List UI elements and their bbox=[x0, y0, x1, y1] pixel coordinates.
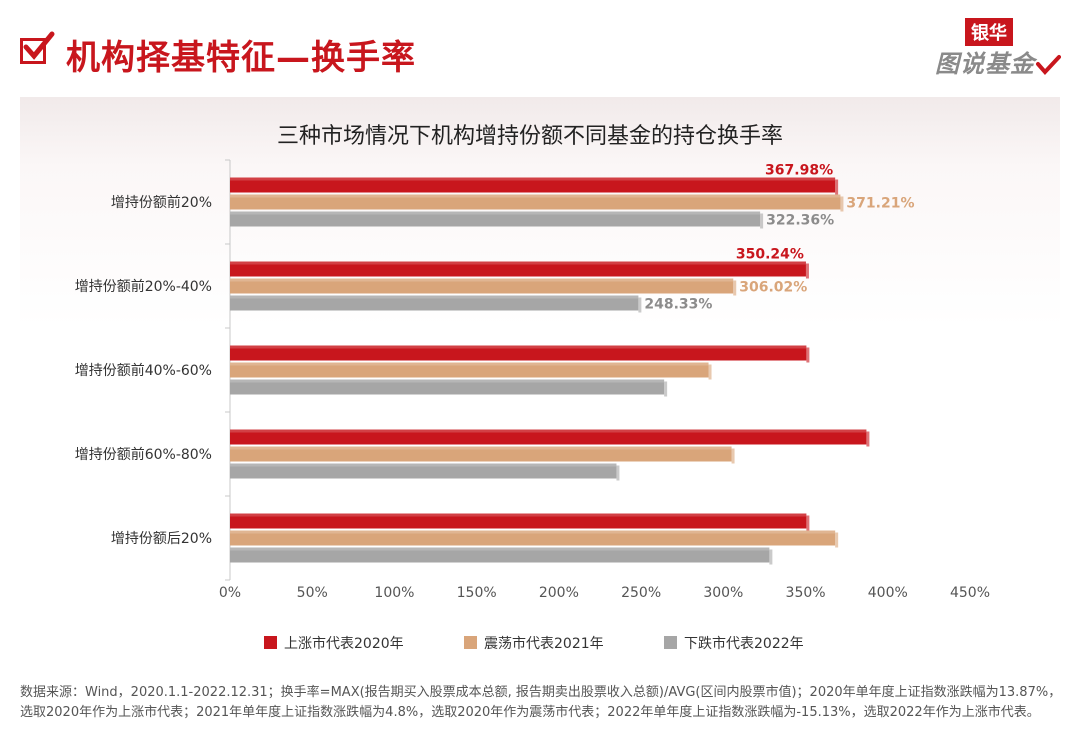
bar-highlight bbox=[230, 362, 709, 366]
legend-swatch bbox=[464, 636, 477, 649]
x-tick-label: 400% bbox=[868, 585, 908, 601]
bar-highlight bbox=[230, 513, 807, 517]
bar bbox=[230, 429, 867, 445]
data-label: 248.33% bbox=[644, 297, 712, 313]
bar-highlight bbox=[230, 278, 734, 282]
header: 机构择基特征—换手率 银华 图说基金 bbox=[0, 0, 1080, 96]
x-tick-label: 250% bbox=[621, 585, 661, 601]
x-tick-label: 0% bbox=[219, 585, 241, 601]
bar-edge bbox=[731, 448, 735, 464]
bar bbox=[230, 362, 709, 378]
bar bbox=[230, 345, 807, 361]
bar bbox=[230, 513, 807, 529]
bar-edge bbox=[733, 280, 737, 296]
category-label: 增持份额前20%-40% bbox=[75, 278, 212, 295]
x-tick-label: 150% bbox=[457, 585, 497, 601]
bar bbox=[230, 463, 617, 479]
x-tick-label: 350% bbox=[786, 585, 826, 601]
bar-chart: 0% 50% 100% 150% 200% 250% 300% 350% 400% 450% 增持份… bbox=[75, 159, 990, 652]
x-tick-label: 300% bbox=[703, 585, 743, 601]
bar-edge bbox=[708, 364, 712, 380]
category-label: 增持份额前40%-60% bbox=[75, 362, 212, 379]
footnote: 数据来源：Wind，2020.1.1-2022.12.31；换手率=MAX(报告… bbox=[20, 685, 1062, 720]
chart-title: 三种市场情况下机构增持份额不同基金的持仓换手率 bbox=[276, 124, 783, 149]
legend-swatch bbox=[664, 636, 677, 649]
bar bbox=[230, 530, 836, 546]
bar-highlight bbox=[230, 530, 836, 534]
bar-highlight bbox=[230, 547, 770, 551]
bar-highlight bbox=[230, 261, 806, 265]
check-icon bbox=[1036, 55, 1061, 75]
logo-top-text: 银华 bbox=[965, 18, 1013, 46]
category-label: 增持份额后20% bbox=[111, 531, 212, 547]
bar-highlight bbox=[230, 194, 841, 198]
data-label: 322.36% bbox=[766, 213, 834, 229]
bar bbox=[230, 177, 836, 193]
bar bbox=[230, 278, 734, 294]
bar-highlight bbox=[230, 463, 617, 467]
x-tick-label: 200% bbox=[539, 585, 579, 601]
category-label: 增持份额前20% bbox=[111, 194, 212, 211]
bar-highlight bbox=[230, 295, 639, 299]
legend-label: 上涨市代表2020年 bbox=[284, 635, 404, 652]
bar-highlight bbox=[230, 379, 665, 383]
bar-edge bbox=[769, 549, 773, 565]
checkbox-icon bbox=[20, 31, 55, 64]
bar-highlight bbox=[230, 446, 732, 450]
bar-highlight bbox=[230, 211, 761, 215]
bar-edge bbox=[835, 532, 839, 548]
bar-edge bbox=[806, 347, 810, 363]
bar-edge bbox=[664, 381, 668, 397]
bar-highlight bbox=[230, 177, 836, 181]
bar bbox=[230, 211, 761, 227]
legend-label: 震荡市代表2021年 bbox=[484, 635, 604, 652]
bar bbox=[230, 547, 770, 563]
data-label: 306.02% bbox=[739, 280, 807, 296]
bar-edge bbox=[840, 196, 844, 212]
bar bbox=[230, 261, 806, 277]
legend-label: 下跌市代表2022年 bbox=[684, 635, 804, 652]
data-label: 371.21% bbox=[846, 196, 914, 212]
bar bbox=[230, 194, 841, 210]
bar-edge bbox=[835, 179, 839, 195]
bar-edge bbox=[866, 431, 870, 447]
bar-edge bbox=[760, 213, 764, 229]
data-label: 350.24% bbox=[736, 247, 804, 263]
category-label: 增持份额前60%-80% bbox=[75, 446, 212, 463]
bar bbox=[230, 446, 732, 462]
bar-edge bbox=[638, 297, 642, 313]
bar bbox=[230, 295, 639, 311]
bar-highlight bbox=[230, 345, 807, 349]
page-title: 机构择基特征—换手率 bbox=[66, 38, 416, 78]
brand-logo: 银华 图说基金 bbox=[935, 18, 1061, 80]
logo-bottom-text: 图说基金 bbox=[935, 50, 1035, 78]
x-tick-label: 50% bbox=[297, 585, 328, 601]
bar-edge bbox=[805, 263, 809, 279]
data-label: 367.98% bbox=[765, 163, 833, 179]
bar-highlight bbox=[230, 429, 867, 433]
x-tick-label: 100% bbox=[374, 585, 414, 601]
x-tick-label: 450% bbox=[950, 585, 990, 601]
bar-edge bbox=[806, 515, 810, 531]
legend-swatch bbox=[264, 636, 277, 649]
bar-edge bbox=[616, 465, 620, 481]
bar bbox=[230, 379, 665, 395]
